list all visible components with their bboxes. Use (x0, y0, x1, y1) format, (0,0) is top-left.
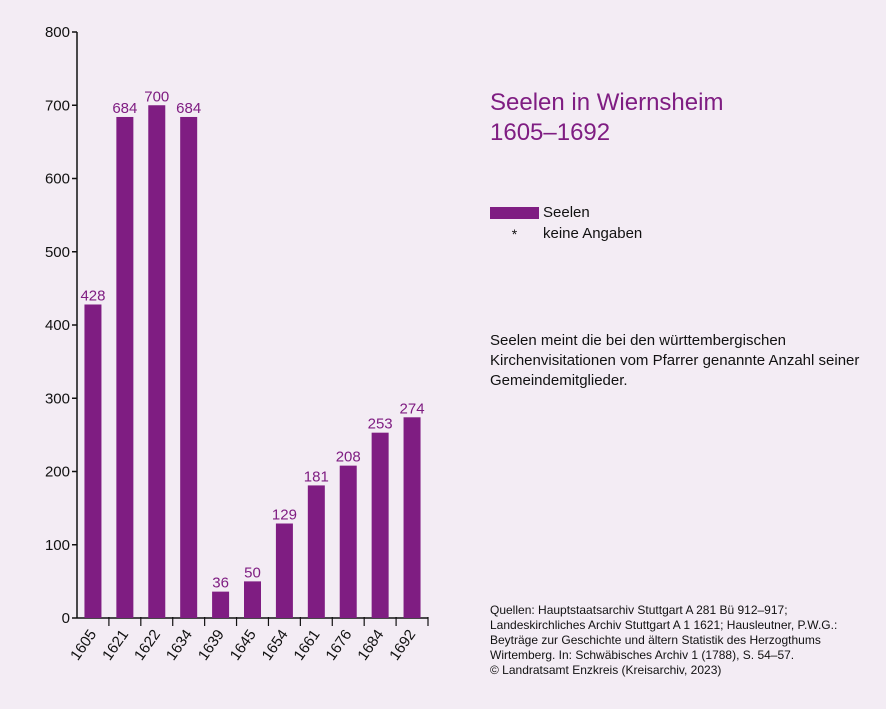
bar-value-label: 684 (176, 100, 201, 117)
legend-swatch (490, 206, 539, 219)
legend: Seelen * keine Angaben (490, 202, 642, 244)
bar-value-label: 181 (304, 468, 329, 485)
y-tick-label: 700 (45, 97, 70, 114)
bar (403, 417, 421, 618)
bar-value-label: 274 (400, 400, 425, 417)
explanation-note: Seelen meint die bei den württembergisch… (490, 332, 860, 389)
y-tick-label: 800 (45, 24, 70, 41)
legend-item-missing: * keine Angaben (490, 223, 643, 244)
x-tick-label: 1654 (259, 627, 292, 664)
chart-title-line-1: Seelen in Wiernsheim (490, 89, 724, 116)
bar (84, 304, 102, 618)
y-tick-label: 500 (45, 244, 70, 261)
y-tick-label: 400 (45, 317, 70, 334)
bar (275, 523, 293, 618)
legend-label-seelen: Seelen (543, 204, 590, 221)
bar (244, 581, 261, 618)
bar (212, 591, 230, 618)
bar-value-label: 253 (368, 416, 393, 433)
chart-title: Seelen in Wiernsheim 1605–1692 (490, 88, 723, 148)
x-tick-label: 1605 (67, 627, 100, 664)
source-line: Wirtemberg. In: Schwäbisches Archiv 1 (1… (490, 648, 795, 662)
x-tick-label: 1661 (291, 627, 324, 664)
y-tick-label: 100 (45, 537, 70, 554)
x-tick-label: 1621 (99, 627, 132, 664)
x-tick-label: 1622 (131, 627, 164, 664)
bar-value-label: 428 (80, 287, 105, 304)
bar-value-label: 684 (112, 100, 137, 117)
x-tick-label: 1645 (227, 627, 260, 664)
legend-label-missing: keine Angaben (543, 225, 643, 242)
bar-value-label: 129 (272, 507, 297, 524)
x-tick-label: 1634 (163, 627, 196, 664)
chart-title-line-2: 1605–1692 (490, 119, 611, 146)
y-tick-label: 200 (45, 464, 70, 481)
legend-item-seelen: Seelen (490, 202, 642, 223)
source-line: Landeskirchliches Archiv Stuttgart A 1 1… (490, 618, 838, 632)
source-line: Quellen: Hauptstaatsarchiv Stuttgart A 2… (490, 603, 788, 617)
y-tick-label: 600 (45, 171, 70, 188)
sources-block: Quellen: Hauptstaatsarchiv Stuttgart A 2… (490, 603, 880, 678)
bar (148, 105, 166, 618)
bar (307, 485, 325, 618)
y-tick-label: 300 (45, 390, 70, 407)
legend-missing-symbol: * (511, 225, 518, 242)
bar (116, 116, 134, 618)
bar (339, 465, 357, 618)
bar-value-label: 700 (144, 88, 169, 105)
x-tick-label: 1692 (386, 627, 419, 664)
bar-chart: 0 100 200 300 400 500 600 700 800 428 1605 684 1621 7… (45, 24, 429, 664)
bar-value-label: 208 (336, 449, 361, 466)
bar (180, 116, 198, 618)
bar-value-label: 50 (244, 564, 261, 581)
x-tick-label: 1676 (322, 627, 355, 664)
x-tick-label: 1684 (354, 627, 387, 664)
x-tick-label: 1639 (195, 627, 228, 664)
bar-value-label: 36 (212, 575, 229, 592)
bar (371, 432, 389, 618)
copyright-line: © Landratsamt Enzkreis (Kreisarchiv, 202… (490, 663, 722, 677)
source-line: Beyträge zur Geschichte und ältern Stati… (490, 633, 821, 647)
y-tick-label: 0 (62, 610, 70, 627)
